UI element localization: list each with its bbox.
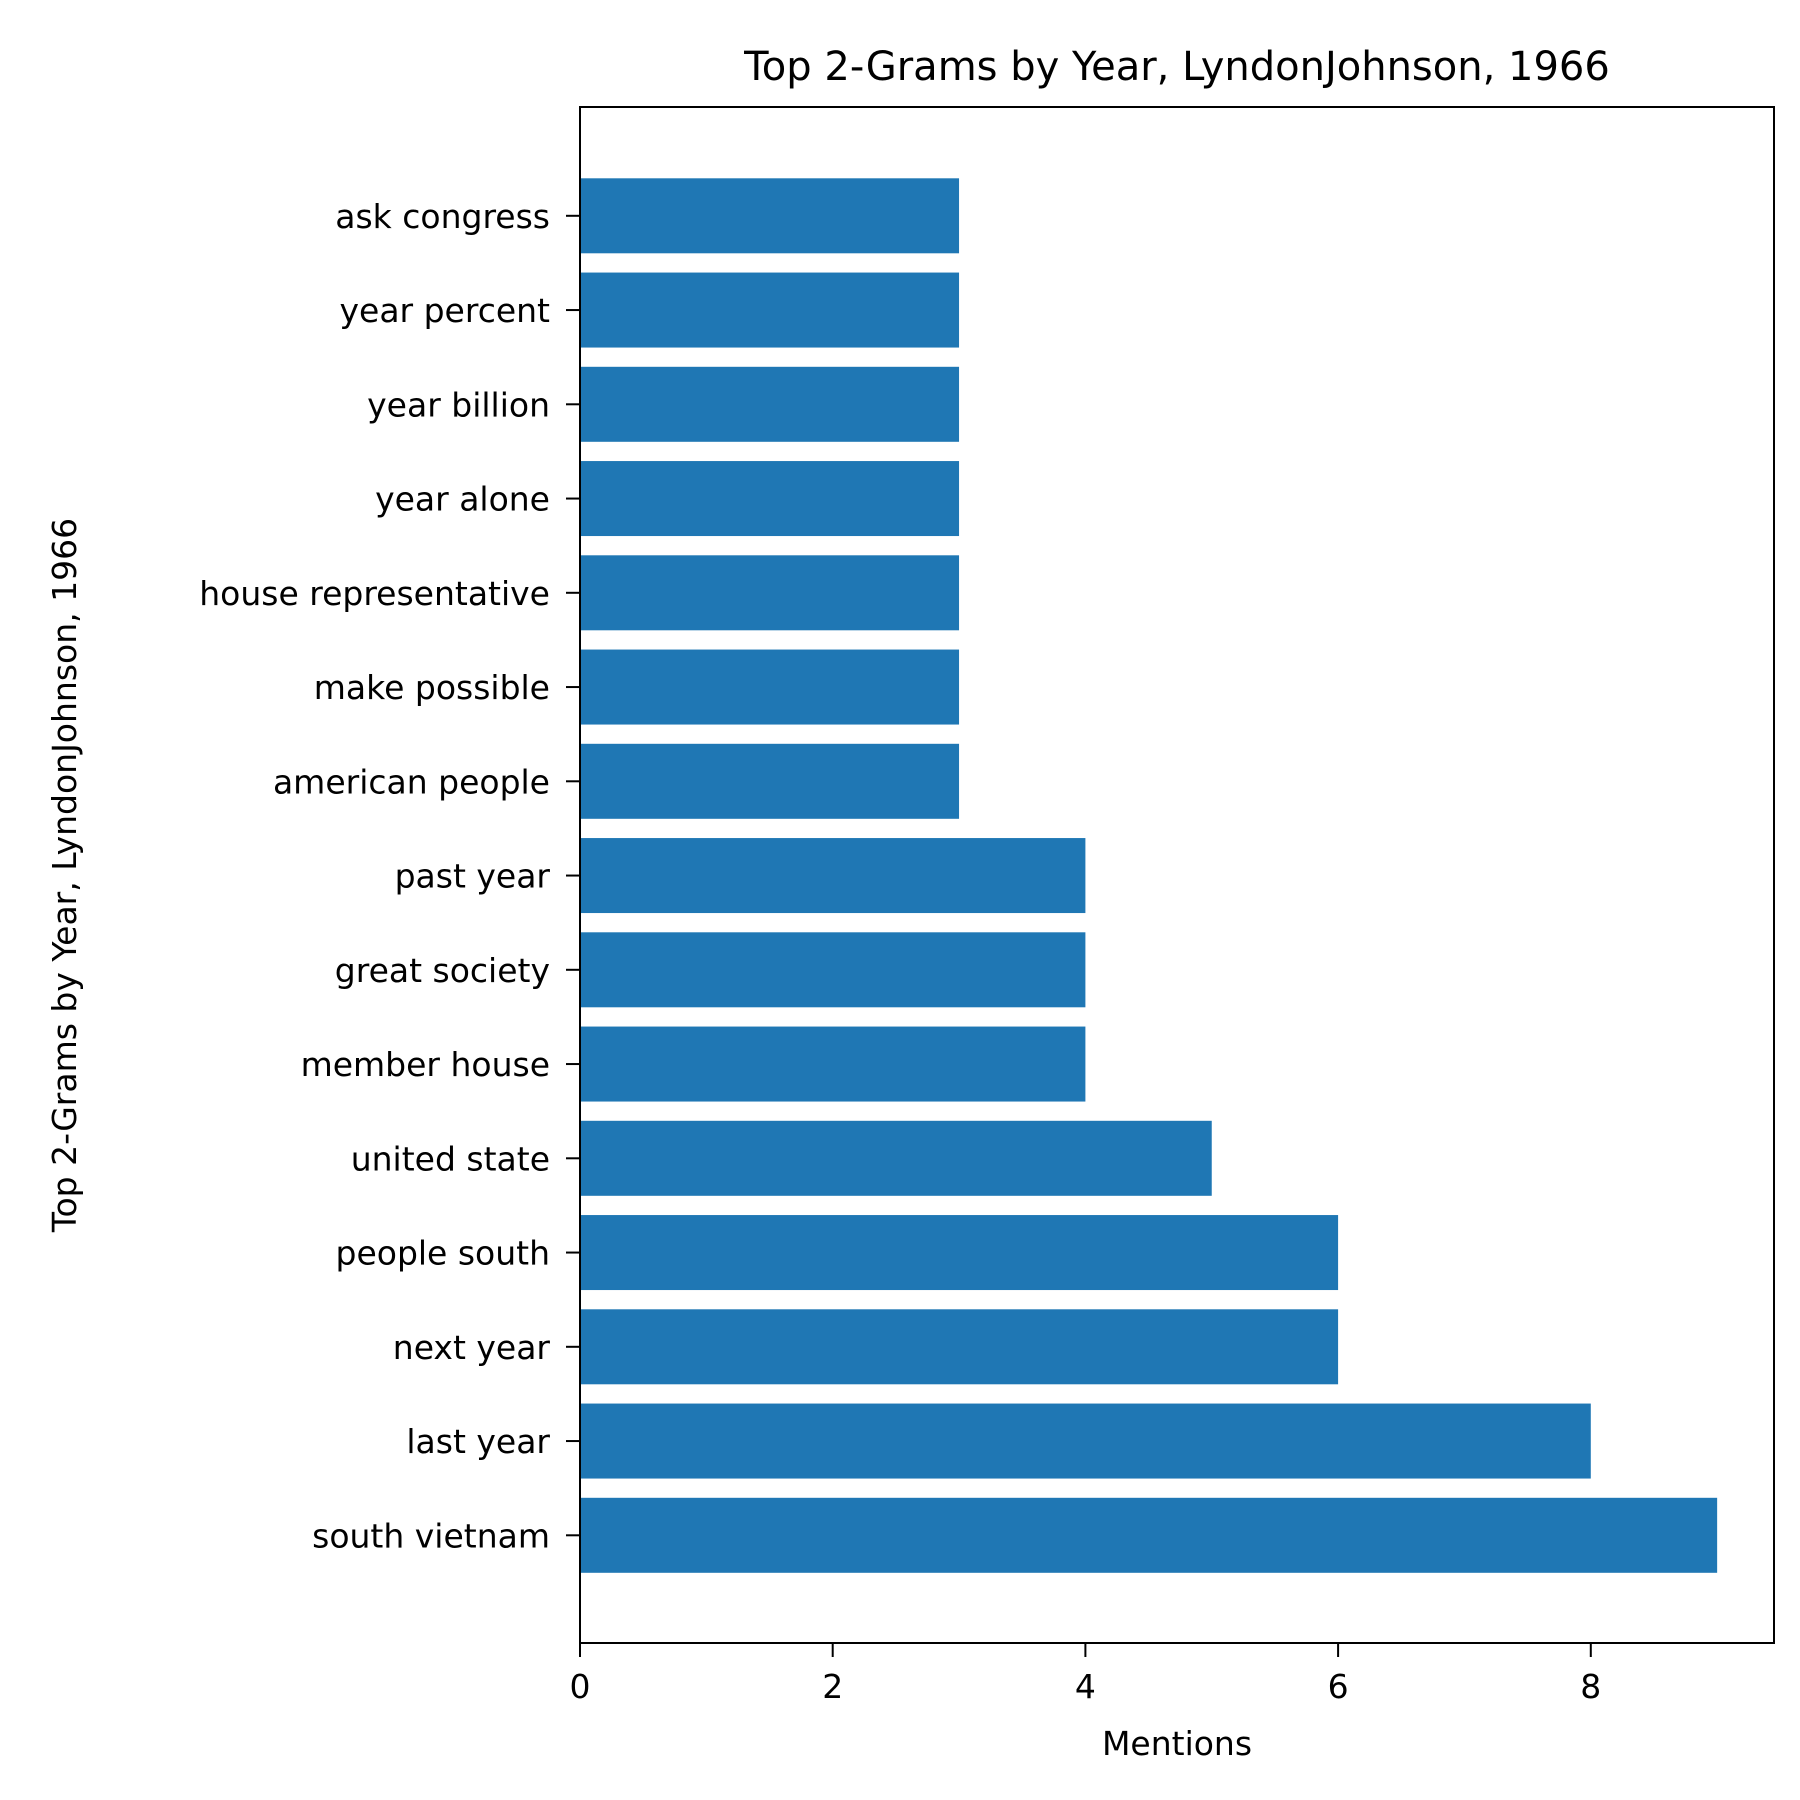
- y-axis-label: Top 2-Grams by Year, LyndonJohnson, 1966: [45, 518, 84, 1233]
- x-tick-label: 0: [570, 1667, 591, 1706]
- y-axis-ticks: south vietnam last year next year people so…: [199, 197, 580, 1555]
- bar-american-people: [580, 743, 960, 819]
- bar-great-society: [580, 932, 1086, 1008]
- x-tick-label: 8: [1580, 1667, 1601, 1706]
- chart-title: Top 2-Grams by Year, LyndonJohnson, 1966: [743, 44, 1610, 90]
- y-tick-label: last year: [406, 1422, 550, 1461]
- bars-group: [580, 178, 1718, 1573]
- bar-year-billion: [580, 366, 960, 442]
- y-tick-label: united state: [351, 1139, 550, 1178]
- y-tick-label: great society: [335, 951, 550, 990]
- bar-people-south: [580, 1215, 1339, 1291]
- x-tick-label: 2: [822, 1667, 843, 1706]
- x-tick-label: 6: [1328, 1667, 1349, 1706]
- bar-last-year: [580, 1403, 1591, 1479]
- bar-member-house: [580, 1026, 1086, 1102]
- bar-year-percent: [580, 272, 960, 348]
- y-tick-label: year alone: [375, 480, 550, 519]
- bar-ask-congress: [580, 178, 960, 254]
- plot-frame: [579, 106, 1775, 1644]
- y-tick-label: member house: [301, 1045, 550, 1084]
- bar-past-year: [580, 838, 1086, 914]
- bar-next-year: [580, 1309, 1339, 1385]
- bar-united-state: [580, 1120, 1212, 1196]
- x-axis-ticks: 0 2 4 6 8: [570, 1643, 1601, 1706]
- y-tick-label: past year: [395, 857, 551, 896]
- y-tick-label: ask congress: [335, 197, 550, 236]
- y-tick-label: year billion: [367, 385, 550, 424]
- y-tick-label: next year: [393, 1328, 551, 1367]
- y-tick-label: house representative: [199, 574, 550, 613]
- y-tick-label: make possible: [314, 668, 550, 707]
- bar-house-representative: [580, 555, 960, 631]
- y-tick-label: south vietnam: [312, 1516, 550, 1555]
- x-axis-label: Mentions: [1102, 1724, 1252, 1763]
- x-tick-label: 4: [1075, 1667, 1096, 1706]
- y-tick-label: american people: [273, 762, 550, 801]
- bar-south-vietnam: [580, 1497, 1718, 1573]
- bar-make-possible: [580, 649, 960, 725]
- bar-year-alone: [580, 461, 960, 537]
- y-tick-label: people south: [336, 1234, 551, 1273]
- y-tick-label: year percent: [339, 291, 550, 330]
